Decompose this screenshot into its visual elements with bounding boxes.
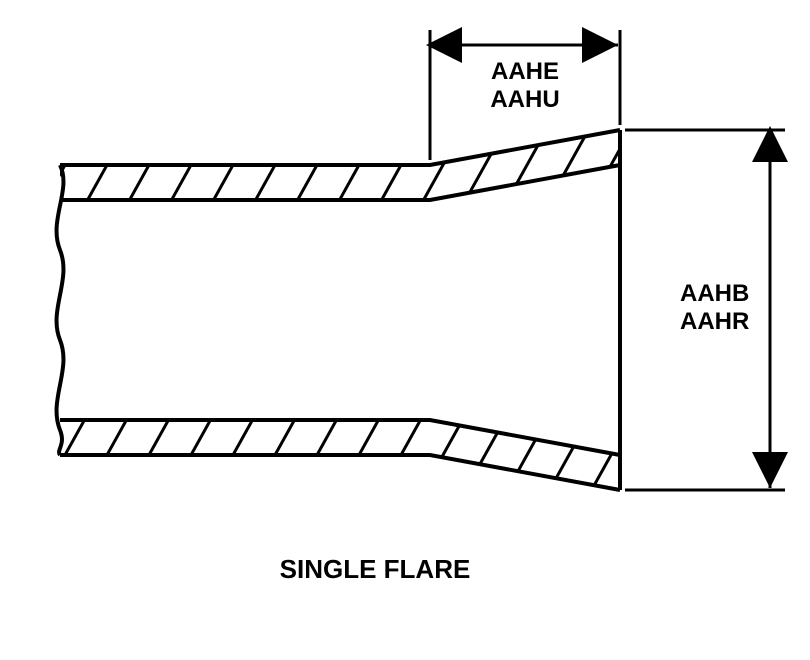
inner-bot-edge <box>60 420 620 455</box>
broken-end-outer <box>57 165 64 455</box>
dim-right-label-2: AAHR <box>680 308 749 335</box>
dim-top-label-2: AAHU <box>490 86 559 113</box>
dim-right-label: AAHB AAHR <box>680 280 800 335</box>
dim-top-label-1: AAHE <box>491 58 559 85</box>
dim-top-label: AAHE AAHU <box>430 58 620 113</box>
dim-right-label-1: AAHB <box>680 280 749 307</box>
diagram-container: { "diagram": { "type": "technical-drawin… <box>0 0 810 660</box>
outer-bot-edge <box>60 455 620 490</box>
inner-top-edge <box>60 165 620 200</box>
diagram-title: SINGLE FLARE <box>200 555 550 585</box>
